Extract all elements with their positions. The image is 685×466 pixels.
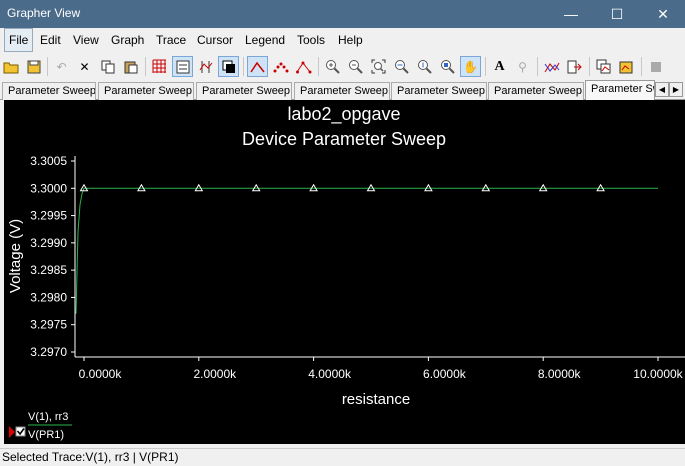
- maximize-button[interactable]: ☐: [610, 5, 624, 22]
- y-tick-label: 3.2975: [30, 318, 67, 332]
- minimize-button[interactable]: —: [564, 6, 578, 22]
- tab-parameter-sweep-5[interactable]: Parameter Sweep: [391, 82, 487, 100]
- y-tick-label: 3.3000: [30, 181, 67, 195]
- pan-icon[interactable]: ✋: [460, 56, 481, 77]
- merge-icon[interactable]: [541, 56, 562, 77]
- data-point-marker: [194, 183, 204, 192]
- y-tick-label: 3.2995: [30, 209, 67, 223]
- graph-canvas[interactable]: labo2_opgave Device Parameter Sweep resi…: [4, 100, 685, 444]
- title-bar: Grapher View — ☐ ✕: [0, 0, 685, 28]
- series-line-v1-rr3[interactable]: [75, 187, 658, 314]
- tab-parameter-sweep-4[interactable]: Parameter Sweep: [294, 82, 390, 100]
- data-point-marker: [366, 183, 376, 192]
- legend[interactable]: V(1), rr3 V(PR1): [9, 411, 72, 441]
- x-tick-label: 4.0000k: [308, 367, 352, 381]
- legend-entry-v1-rr3: V(1), rr3: [28, 411, 68, 423]
- y-tick-label: 3.3005: [30, 154, 67, 168]
- overlay-icon[interactable]: [593, 56, 614, 77]
- tab-parameter-sweep-7[interactable]: Parameter Sw: [585, 80, 655, 100]
- dot-trace-icon[interactable]: [270, 56, 291, 77]
- menu-file[interactable]: File: [4, 28, 34, 52]
- export-icon[interactable]: [564, 56, 585, 77]
- tab-scroll-left-icon[interactable]: ◀: [655, 82, 669, 97]
- zoom-in-icon[interactable]: [322, 56, 343, 77]
- data-point-marker: [596, 183, 605, 192]
- data-point-marker: [79, 183, 89, 192]
- text-icon[interactable]: A: [494, 58, 505, 74]
- zoom-x-icon[interactable]: [391, 56, 412, 77]
- zoom-y-icon[interactable]: [414, 56, 435, 77]
- legend-selected-marker-icon: [9, 426, 15, 438]
- check-icon: [16, 428, 25, 436]
- status-selected-trace: Selected Trace:V(1), rr3 | V(PR1): [2, 450, 179, 464]
- data-point-marker: [481, 183, 491, 192]
- data-point-marker: [309, 183, 318, 192]
- zoom-out-icon[interactable]: [345, 56, 366, 77]
- chart-subtitle: Device Parameter Sweep: [242, 129, 446, 149]
- undo-icon[interactable]: ↶: [56, 59, 67, 74]
- y-tick-label: 3.2970: [30, 345, 67, 359]
- tab-parameter-sweep-2[interactable]: Parameter Sweep: [98, 82, 194, 100]
- reverse-colors-icon[interactable]: [218, 56, 239, 77]
- menu-legend[interactable]: Legend: [245, 33, 286, 47]
- copy-icon[interactable]: [97, 56, 118, 77]
- line-dot-trace-icon[interactable]: [293, 56, 314, 77]
- data-point-marker: [424, 183, 433, 192]
- zoom-area-icon[interactable]: [437, 56, 458, 77]
- menu-cursor[interactable]: Cursor: [197, 33, 234, 47]
- toolbar: ↶ ✕ ✋ A ⚲: [0, 54, 685, 80]
- legend-checkbox[interactable]: [15, 426, 26, 437]
- x-axis-label: resistance: [342, 391, 410, 408]
- x-tick-label: 10.0000k: [633, 367, 683, 381]
- y-axis-label: Voltage (V): [7, 219, 24, 293]
- legend-entry-v-pr1: V(PR1): [28, 429, 64, 441]
- stop-icon[interactable]: [645, 56, 666, 77]
- menu-help[interactable]: Help: [338, 33, 363, 47]
- data-point-marker: [137, 183, 146, 192]
- y-tick-label: 3.2980: [30, 290, 67, 304]
- line-trace-icon[interactable]: [247, 56, 268, 77]
- x-tick-label: 0.0000k: [79, 367, 123, 381]
- chart-title: labo2_opgave: [287, 104, 400, 125]
- tab-bar: Parameter Sweep Parameter Sweep Paramete…: [0, 80, 685, 100]
- open-icon[interactable]: [0, 56, 21, 77]
- grid-icon[interactable]: [149, 56, 170, 77]
- menu-view[interactable]: View: [73, 33, 99, 47]
- tab-scroll-right-icon[interactable]: ▶: [669, 82, 683, 97]
- menu-edit[interactable]: Edit: [40, 33, 61, 47]
- window-title: Grapher View: [7, 6, 81, 20]
- x-tick-label: 2.0000k: [193, 367, 237, 381]
- zoom-fit-icon[interactable]: [368, 56, 389, 77]
- menu-bar: File Edit View Graph Trace Cursor Legend…: [0, 28, 685, 54]
- probe-icon[interactable]: ⚲: [518, 59, 527, 74]
- save-icon[interactable]: [23, 56, 44, 77]
- tab-parameter-sweep-6[interactable]: Parameter Sweep: [488, 82, 584, 100]
- legend-icon[interactable]: [172, 56, 193, 77]
- x-tick-label: 8.0000k: [538, 367, 582, 381]
- tab-parameter-sweep-3[interactable]: Parameter Sweep: [196, 82, 292, 100]
- menu-trace[interactable]: Trace: [156, 33, 187, 47]
- status-bar: Selected Trace:V(1), rr3 | V(PR1): [0, 448, 685, 466]
- paste-icon[interactable]: [120, 56, 141, 77]
- cursors-icon[interactable]: [195, 56, 216, 77]
- x-tick-label: 6.0000k: [423, 367, 467, 381]
- add-trace-icon[interactable]: [616, 56, 637, 77]
- data-point-marker: [538, 183, 548, 192]
- close-button[interactable]: ✕: [657, 5, 669, 22]
- menu-graph[interactable]: Graph: [111, 33, 145, 47]
- y-tick-label: 3.2990: [30, 236, 67, 250]
- delete-icon[interactable]: ✕: [79, 59, 90, 74]
- menu-tools[interactable]: Tools: [297, 33, 326, 47]
- data-point-marker: [251, 183, 261, 192]
- y-tick-label: 3.2985: [30, 263, 67, 277]
- tab-parameter-sweep-1[interactable]: Parameter Sweep: [2, 82, 96, 100]
